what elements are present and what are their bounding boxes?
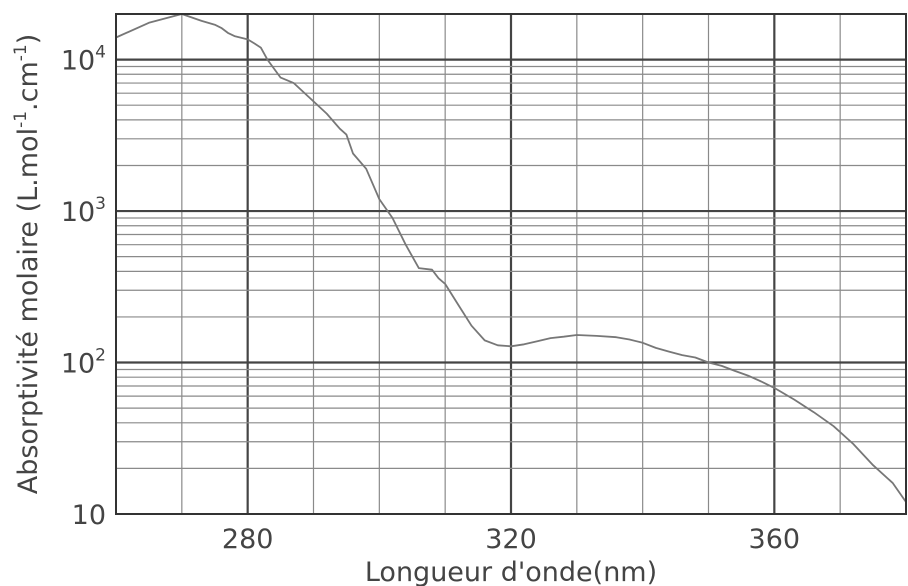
x-axis-title: Longueur d'onde(nm) [365,557,657,586]
y-tick-base: 10 [61,46,95,77]
y-tick-base: 10 [72,500,106,531]
chart-series [115,13,907,503]
absorptivity-curve [115,13,907,503]
y-tick-base: 10 [61,349,95,380]
y-tick-base: 10 [61,197,95,228]
chart-grid [116,14,906,514]
y-axis-title-prefix: Absorptivité molaire (L.mol [13,128,44,494]
y-tick-label: 104 [61,43,106,77]
y-tick-label: 10 [72,500,106,531]
y-axis-title: Absorptivité molaire (L.mol-1.cm-1) [11,34,44,495]
x-tick-label: 320 [485,524,537,555]
x-tick-label: 360 [749,524,801,555]
y-axis-title-suffix: ) [13,34,44,45]
x-tick-labels: 280 320 360 [222,524,800,555]
y-tick-exponent: 4 [95,43,106,63]
y-tick-label: 102 [61,346,106,380]
x-tick-label: 280 [222,524,274,555]
y-axis-title-sup2: -1 [11,44,31,61]
y-tick-label: 103 [61,194,106,228]
y-tick-exponent: 3 [95,194,106,214]
plot-frame [115,13,907,515]
y-tick-exponent: 2 [95,346,106,366]
y-axis-title-middle: .cm [13,61,44,111]
y-axis-title-sup1: -1 [11,111,31,128]
